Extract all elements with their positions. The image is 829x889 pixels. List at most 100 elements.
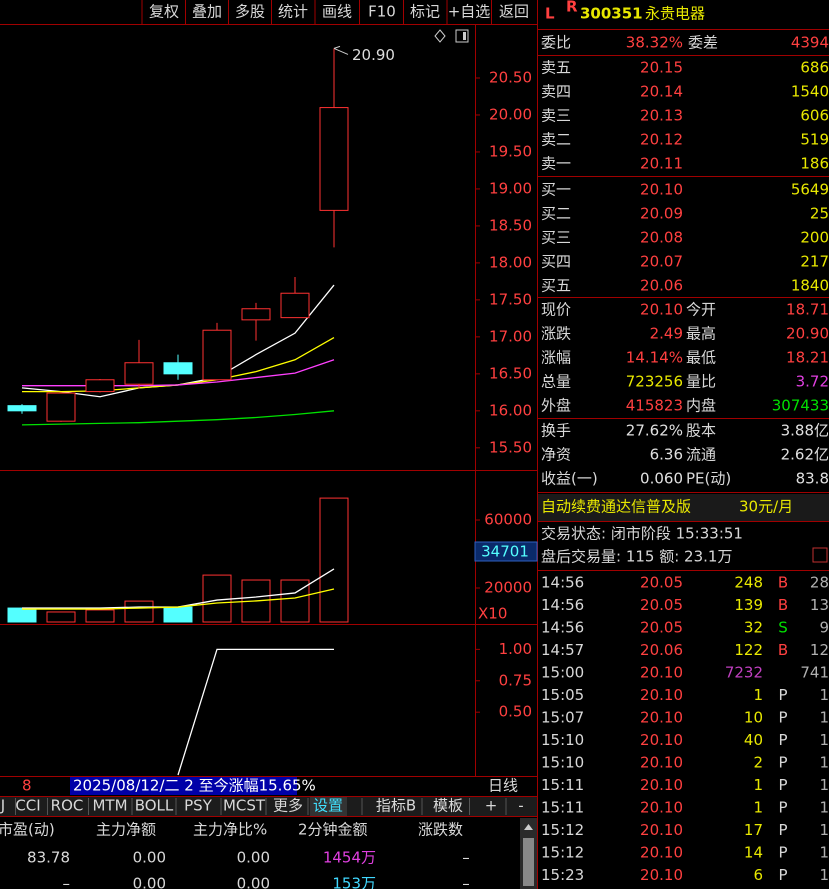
tab[interactable]: 设置 — [313, 797, 343, 815]
candle-body — [163, 362, 193, 375]
y-tick-label: 1.00 — [499, 640, 532, 658]
tab[interactable]: PSY — [184, 797, 213, 815]
order-price: 20.12 — [640, 131, 683, 149]
tick-price: 20.10 — [640, 754, 683, 772]
tick-volume: 32 — [744, 619, 763, 637]
tick-price: 20.05 — [640, 619, 683, 637]
period-button[interactable]: 日线 — [488, 777, 518, 795]
tab[interactable]: - — [518, 797, 523, 815]
quote-value: 14.14% — [626, 349, 683, 367]
toolbar-button[interactable]: 多股 — [235, 3, 265, 21]
order-label: 卖一 — [541, 155, 571, 173]
tick-time: 15:10 — [541, 754, 584, 772]
tick-volume: 122 — [734, 641, 763, 659]
y-tick-label: 15.50 — [489, 438, 532, 456]
tab[interactable]: CCI — [15, 797, 40, 815]
tick-volume: 1 — [753, 799, 763, 817]
tick-price: 20.10 — [640, 866, 683, 884]
toolbar-button[interactable]: F10 — [368, 3, 396, 21]
tick-price: 20.05 — [640, 574, 683, 592]
tick-time: 14:56 — [541, 619, 584, 637]
tab[interactable]: MCST — [223, 797, 266, 815]
tab[interactable]: J — [0, 797, 5, 815]
order-volume: 5649 — [791, 181, 829, 199]
quote-value: 3.88亿 — [781, 422, 829, 440]
tick-count: 1 — [819, 731, 829, 749]
candle-body — [7, 405, 37, 412]
banner-bg — [538, 494, 829, 521]
tab[interactable]: ROC — [51, 797, 84, 815]
tick-count: 1 — [819, 776, 829, 794]
tab[interactable]: + — [485, 797, 498, 815]
y-tick-label: 16.50 — [489, 364, 532, 382]
tick-time: 15:11 — [541, 776, 584, 794]
tick-time: 15:00 — [541, 664, 584, 682]
stock-flag: R — [566, 0, 578, 16]
table-cell: 0.00 — [237, 849, 270, 867]
tab[interactable]: 模板 — [433, 797, 463, 815]
window-icon-bar — [463, 32, 466, 40]
toolbar-button[interactable]: 标记 — [410, 3, 440, 21]
quote-value: 0.060 — [640, 470, 683, 488]
tab[interactable]: 指标B — [376, 797, 416, 815]
order-label: 买二 — [541, 205, 571, 223]
chart-icon[interactable] — [812, 547, 828, 563]
banner-text[interactable]: 自动续费通达信普及版 — [541, 498, 691, 516]
tick-time: 15:12 — [541, 844, 584, 862]
quote-label: 外盘 — [541, 397, 571, 415]
label: 委差 — [688, 34, 718, 52]
candle-body — [280, 292, 310, 319]
tick-count: 1 — [819, 799, 829, 817]
tab[interactable]: BOLL — [135, 797, 174, 815]
toolbar-button[interactable]: 复权 — [149, 3, 179, 21]
quote-label: 量比 — [686, 373, 716, 391]
candle-body — [85, 379, 115, 393]
quote-value: 723256 — [626, 373, 683, 391]
toolbar-button[interactable]: 画线 — [322, 3, 352, 21]
candle-body — [202, 329, 232, 381]
tick-time: 15:10 — [541, 731, 584, 749]
volume-bar — [163, 606, 193, 623]
range-box — [70, 777, 297, 795]
toolbar-button[interactable]: +自选 — [448, 3, 491, 21]
volume-bar — [85, 609, 115, 623]
toolbar-button[interactable]: 返回 — [499, 3, 529, 21]
tick-count: 1 — [819, 686, 829, 704]
toolbar-button[interactable]: 叠加 — [192, 3, 222, 21]
y-tick-label: 0.50 — [499, 703, 532, 721]
tick-flag: P — [778, 866, 787, 884]
ma-line — [22, 359, 335, 387]
tick-volume: 7232 — [725, 664, 763, 682]
after-hours: 盘后交易量: 115 额: 23.1万 — [541, 548, 732, 566]
order-price: 20.10 — [640, 181, 683, 199]
tick-volume: 2 — [753, 754, 763, 772]
y-tick-label: 17.50 — [489, 290, 532, 308]
window-icon[interactable] — [455, 29, 469, 43]
toolbar-button[interactable]: 统计 — [278, 3, 308, 21]
tab-bar — [0, 797, 537, 816]
scrollbar-thumb[interactable] — [523, 838, 534, 886]
quote-label: 涨幅 — [541, 349, 571, 367]
y-tick-label: 18.00 — [489, 253, 532, 271]
quote-value: 18.71 — [786, 301, 829, 319]
scroll-up[interactable] — [524, 824, 533, 830]
tick-time: 15:11 — [541, 799, 584, 817]
order-volume: 217 — [800, 253, 829, 271]
indicator-line — [177, 648, 334, 776]
tick-flag: P — [778, 799, 787, 817]
tick-price: 20.10 — [640, 799, 683, 817]
diamond-icon[interactable] — [434, 29, 446, 43]
order-label: 买四 — [541, 253, 571, 271]
table-cell: – — [462, 875, 470, 889]
table-header: 2分钟金额 — [298, 821, 368, 839]
table-header: 主力净比% — [193, 821, 267, 839]
order-label: 买三 — [541, 229, 571, 247]
table-header: 市盈(动) — [0, 821, 55, 839]
banner-price[interactable]: 30元/月 — [739, 498, 793, 516]
volume-bar — [124, 600, 154, 623]
tab[interactable]: MTM — [92, 797, 127, 815]
tab[interactable]: 更多 — [273, 797, 303, 815]
ma-line — [21, 410, 335, 426]
volume-bar — [7, 607, 37, 623]
